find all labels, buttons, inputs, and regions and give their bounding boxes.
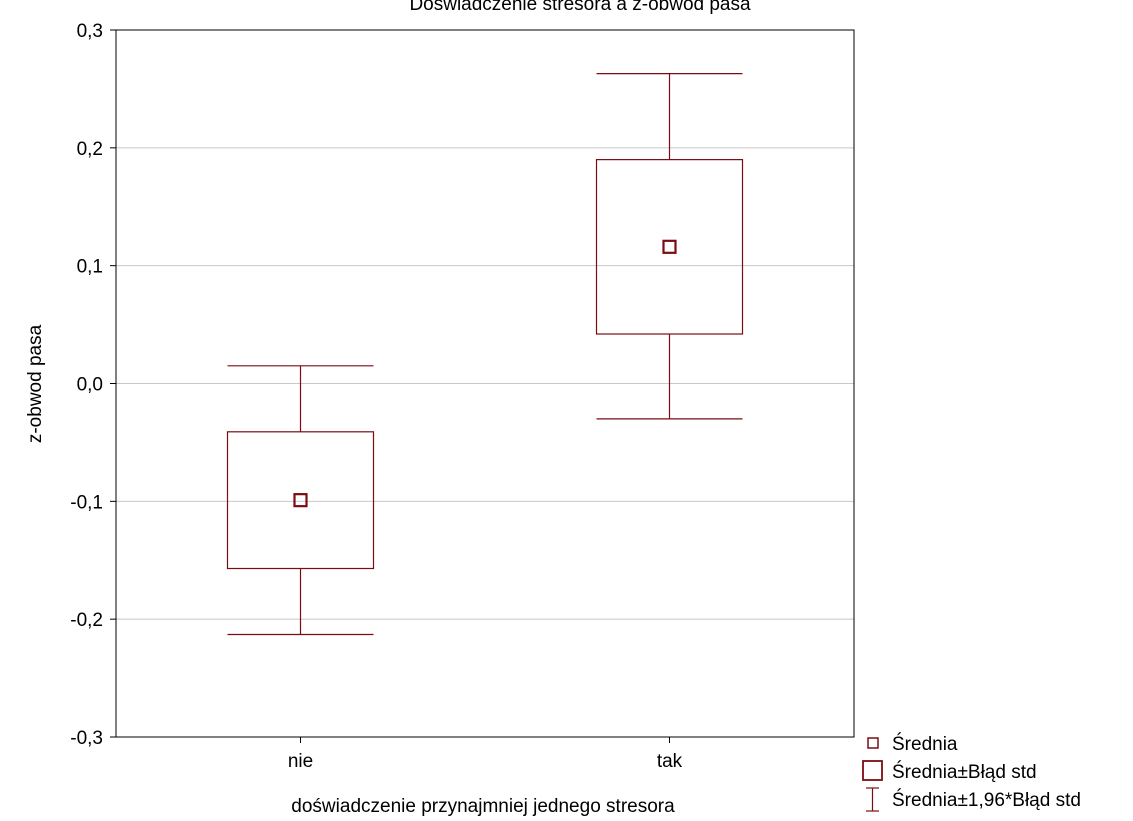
y-tick-label: 0,1 (77, 257, 103, 278)
legend-ci-whisker (866, 787, 879, 812)
y-tick-label: 0,2 (77, 139, 103, 160)
y-tick-label: 0,3 (77, 21, 103, 42)
x-tick-label: tak (657, 751, 683, 772)
se-box (226, 431, 375, 570)
mean-marker (662, 239, 677, 254)
legend-ci-label: Średnia±1,96*Błąd std (892, 789, 1081, 811)
chart-title: Doświadczenie stresora a z-obwód pasa (409, 0, 751, 15)
y-axis-label: z-obwod pasa (25, 324, 46, 443)
legend-mean-label: Średnia (892, 733, 958, 755)
x-axis: nie tak (288, 737, 683, 772)
x-tick-label: nie (288, 751, 313, 772)
legend-se-box (862, 760, 883, 781)
legend: Średnia Średnia±Błąd std Średnia±1,96*Bł… (862, 733, 1081, 812)
y-tick-label: -0,2 (70, 610, 103, 631)
legend-mean-marker (867, 737, 879, 749)
se-box (595, 159, 744, 335)
mean-marker (293, 493, 308, 508)
y-axis: 0,3 0,2 0,1 0,0 -0,1 -0,2 -0,3 (70, 21, 116, 749)
gridlines (116, 147, 854, 620)
plot-series (226, 72, 744, 636)
y-tick-label: -0,3 (70, 728, 103, 749)
legend-se-label: Średnia±Błąd std (892, 761, 1037, 783)
y-tick-label: 0,0 (77, 375, 103, 396)
y-tick-label: -0,1 (70, 492, 103, 513)
x-axis-label: doświadczenie przynajmniej jednego stres… (291, 796, 675, 817)
